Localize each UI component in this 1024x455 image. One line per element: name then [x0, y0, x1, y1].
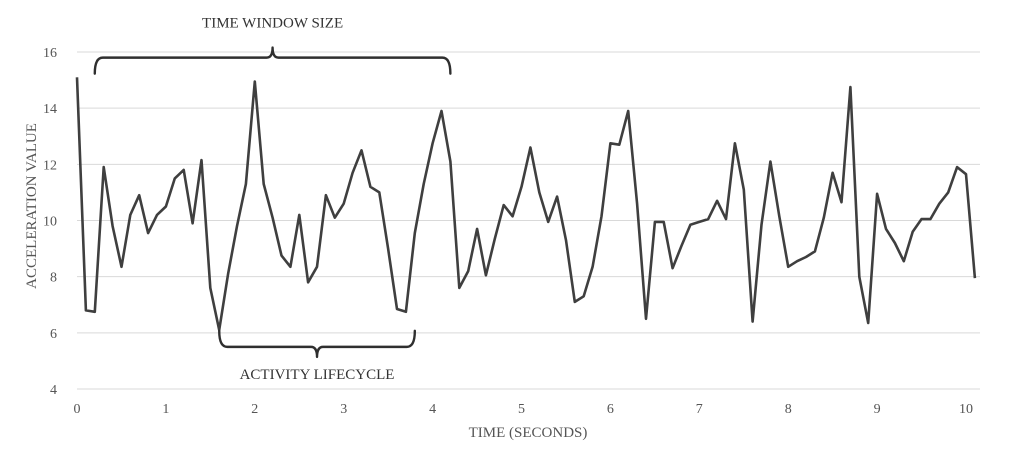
y-tick-label: 8: [50, 271, 57, 286]
y-tick-label: 4: [50, 383, 57, 398]
x-tick-label: 10: [959, 402, 973, 417]
x-tick-label: 3: [340, 402, 347, 417]
x-tick-label: 9: [874, 402, 881, 417]
y-tick-label: 14: [43, 102, 57, 117]
x-tick-label: 2: [251, 402, 258, 417]
y-tick-label: 12: [43, 158, 57, 173]
x-tick-label: 5: [518, 402, 525, 417]
x-tick-label: 8: [785, 402, 792, 417]
y-axis-title: ACCELERATION VALUE: [24, 123, 40, 289]
activity-lifecycle-label: ACTIVITY LIFECYCLE: [240, 367, 395, 383]
series-line-0: [75, 77, 977, 332]
x-axis-title: TIME (SECONDS): [469, 425, 588, 441]
grid-lines: [77, 51, 980, 390]
y-tick-label: 6: [50, 327, 57, 342]
y-tick-label: 16: [43, 46, 57, 61]
x-tick-label: 4: [429, 402, 436, 417]
x-tick-label: 6: [607, 402, 614, 417]
series-layer: [75, 77, 977, 332]
annotations-layer: TIME WINDOW SIZE ACTIVITY LIFECYCLE: [93, 16, 452, 383]
x-tick-labels: 0 1 2 3 4 5 6 7 8 9 10: [74, 402, 974, 417]
y-tick-labels: 4 6 8 10 12 14 16: [43, 46, 57, 398]
time-window-label: TIME WINDOW SIZE: [202, 16, 343, 32]
x-tick-label: 7: [696, 402, 703, 417]
activity-lifecycle-brace: [218, 329, 417, 359]
x-tick-label: 1: [162, 402, 169, 417]
time-window-brace: [93, 46, 452, 75]
y-tick-label: 10: [43, 215, 57, 230]
x-tick-label: 0: [74, 402, 81, 417]
